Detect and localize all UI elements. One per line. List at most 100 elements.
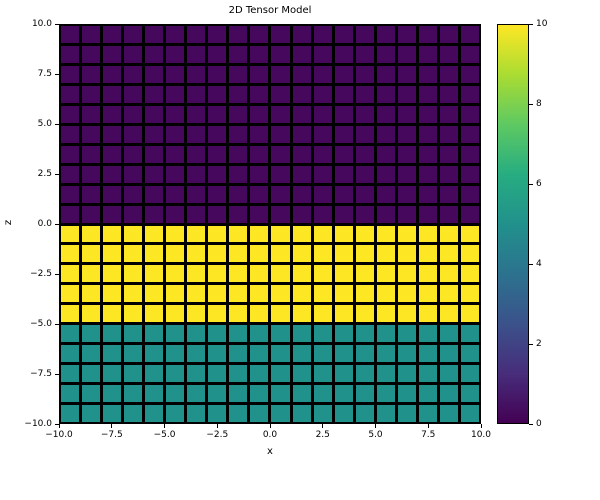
heatmap-cell bbox=[145, 265, 164, 283]
heatmap-cell bbox=[313, 185, 332, 203]
heatmap-cell bbox=[397, 285, 416, 303]
heatmap-cell bbox=[334, 345, 353, 363]
x-tick-label: −2.5 bbox=[206, 430, 229, 440]
heatmap-cell bbox=[145, 345, 164, 363]
heatmap-cell bbox=[103, 325, 122, 343]
y-tick-label: 5.0 bbox=[37, 118, 52, 129]
heatmap-cell bbox=[208, 105, 227, 123]
y-tick-label: 10.0 bbox=[31, 18, 52, 29]
heatmap-cell bbox=[61, 65, 80, 83]
heatmap-cell bbox=[166, 145, 185, 163]
x-tick-label: 2.5 bbox=[315, 430, 330, 440]
heatmap-cell bbox=[145, 225, 164, 243]
heatmap-cell bbox=[82, 265, 101, 283]
heatmap-cell bbox=[103, 225, 122, 243]
heatmap-cell bbox=[229, 145, 248, 163]
heatmap-cell bbox=[292, 145, 311, 163]
heatmap-cell bbox=[397, 165, 416, 183]
heatmap-cell bbox=[103, 26, 122, 43]
heatmap-cell bbox=[208, 205, 227, 223]
heatmap-cell bbox=[145, 325, 164, 343]
x-tick-mark bbox=[58, 424, 60, 428]
x-tick-label: 10.0 bbox=[470, 430, 492, 440]
heatmap-cell bbox=[124, 225, 143, 243]
colorbar bbox=[497, 24, 529, 424]
colorbar-tick-mark bbox=[529, 183, 533, 185]
heatmap-cell bbox=[397, 65, 416, 83]
heatmap-cell bbox=[418, 185, 437, 203]
heatmap-cell bbox=[61, 45, 80, 63]
heatmap-cell bbox=[61, 265, 80, 283]
heatmap-cell bbox=[271, 265, 290, 283]
heatmap-cell bbox=[271, 105, 290, 123]
x-tick-label: 0.0 bbox=[262, 430, 278, 440]
heatmap-cell bbox=[460, 305, 479, 323]
colorbar-tick-label: 2 bbox=[536, 338, 542, 349]
x-tick-mark bbox=[375, 424, 376, 428]
heatmap-cell bbox=[229, 325, 248, 343]
heatmap-cell bbox=[334, 265, 353, 283]
heatmap-cell bbox=[250, 45, 269, 63]
heatmap-cell bbox=[124, 285, 143, 303]
heatmap-cell bbox=[208, 65, 227, 83]
heatmap-cell bbox=[271, 45, 290, 63]
heatmap-cell bbox=[355, 265, 374, 283]
y-tick-mark bbox=[55, 323, 59, 325]
heatmap-cell bbox=[145, 45, 164, 63]
heatmap-cell bbox=[250, 365, 269, 383]
heatmap-cell bbox=[166, 185, 185, 203]
heatmap-cell bbox=[208, 225, 227, 243]
heatmap-cell bbox=[103, 185, 122, 203]
heatmap-cell bbox=[397, 45, 416, 63]
x-tick-mark bbox=[322, 424, 324, 428]
y-tick-mark bbox=[55, 423, 59, 425]
colorbar-tick-mark bbox=[529, 263, 533, 265]
heatmap-cell bbox=[208, 26, 227, 43]
heatmap-cell bbox=[418, 325, 437, 343]
heatmap-cell bbox=[439, 26, 458, 43]
heatmap-cell bbox=[250, 26, 269, 43]
heatmap-cell bbox=[439, 365, 458, 383]
heatmap-cell bbox=[313, 85, 332, 103]
heatmap-cell bbox=[397, 305, 416, 323]
heatmap-cell bbox=[439, 325, 458, 343]
heatmap-cell bbox=[313, 245, 332, 263]
heatmap-cell bbox=[355, 225, 374, 243]
heatmap-cell bbox=[208, 385, 227, 403]
heatmap-cell bbox=[439, 205, 458, 223]
heatmap-cell bbox=[103, 165, 122, 183]
heatmap-cell bbox=[103, 205, 122, 223]
heatmap-cell bbox=[166, 285, 185, 303]
heatmap-cell bbox=[334, 405, 353, 422]
heatmap-cell bbox=[82, 105, 101, 123]
heatmap-cell bbox=[271, 325, 290, 343]
heatmap-cell bbox=[460, 285, 479, 303]
heatmap-cell bbox=[460, 145, 479, 163]
heatmap-cell bbox=[376, 325, 395, 343]
heatmap-cell bbox=[376, 65, 395, 83]
heatmap-cell bbox=[334, 65, 353, 83]
heatmap-cell bbox=[229, 65, 248, 83]
x-tick-label: −7.5 bbox=[100, 430, 123, 440]
heatmap-cell bbox=[229, 265, 248, 283]
heatmap-cell bbox=[229, 285, 248, 303]
heatmap-cell bbox=[187, 405, 206, 422]
heatmap-cell bbox=[229, 365, 248, 383]
heatmap-cell bbox=[397, 26, 416, 43]
heatmap-cell bbox=[145, 165, 164, 183]
x-tick-label: 5.0 bbox=[368, 430, 383, 440]
heatmap-cell bbox=[355, 45, 374, 63]
heatmap-cell bbox=[439, 125, 458, 143]
heatmap-cell bbox=[334, 365, 353, 383]
heatmap-cell bbox=[250, 125, 269, 143]
heatmap-cell bbox=[460, 165, 479, 183]
heatmap-cell bbox=[418, 385, 437, 403]
heatmap-cell bbox=[166, 265, 185, 283]
heatmap-cell bbox=[187, 245, 206, 263]
heatmap-cell bbox=[82, 325, 101, 343]
heatmap-cell bbox=[271, 365, 290, 383]
y-tick-label: −10.0 bbox=[24, 418, 52, 429]
heatmap-cell bbox=[250, 265, 269, 283]
heatmap-cell bbox=[292, 365, 311, 383]
x-tick-label: 7.5 bbox=[421, 430, 436, 440]
